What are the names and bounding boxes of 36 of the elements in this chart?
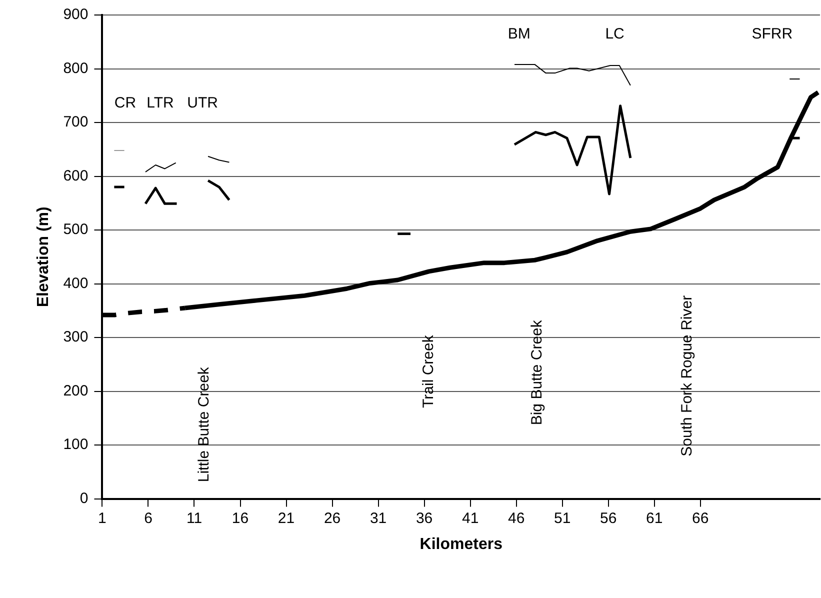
x-axis-title: Kilometers [420, 536, 503, 553]
x-tick-label: 41 [462, 510, 479, 527]
y-tick-label: 600 [63, 167, 88, 184]
y-tick-label: 900 [63, 6, 88, 24]
annotation: BM [508, 25, 530, 42]
annotation: SFRR [752, 25, 793, 42]
x-tick-label: 36 [416, 510, 433, 527]
x-tick-label: 6 [144, 510, 152, 527]
x-tick-label: 21 [278, 510, 295, 527]
annotation: Trail Creek [420, 334, 438, 408]
x-tick-label: 51 [554, 510, 571, 527]
annotation: UTR [187, 94, 218, 112]
y-tick-label: 700 [63, 114, 88, 131]
y-tick-label: 300 [63, 328, 88, 346]
annotation: CR [114, 94, 136, 112]
x-tick-label: 31 [370, 510, 387, 527]
y-tick-label: 100 [63, 436, 88, 454]
x-tick-label: 56 [600, 510, 617, 527]
y-tick-label: 800 [63, 60, 88, 77]
x-tick-label: 16 [232, 510, 249, 527]
x-tick-label: 46 [508, 510, 525, 527]
x-tick-label: 11 [186, 510, 202, 527]
y-tick-label: 500 [63, 221, 88, 238]
y-tick-label: 0 [80, 490, 88, 507]
x-tick-label: 61 [646, 510, 663, 527]
x-tick-label: 66 [692, 510, 709, 527]
annotation: South Fork Rogue River [678, 295, 696, 456]
annotation: LC [605, 25, 625, 42]
annotation: LTR [146, 94, 174, 112]
annotation: Big Butte Creek [528, 320, 546, 426]
annotation: Little Butte Creek [196, 366, 213, 482]
y-tick-label: 400 [63, 274, 88, 292]
y-axis-title: Elevation (m) [35, 206, 52, 308]
y-tick-label: 200 [63, 382, 88, 400]
x-tick-label: 1 [98, 510, 106, 527]
x-tick-label: 26 [324, 510, 341, 527]
